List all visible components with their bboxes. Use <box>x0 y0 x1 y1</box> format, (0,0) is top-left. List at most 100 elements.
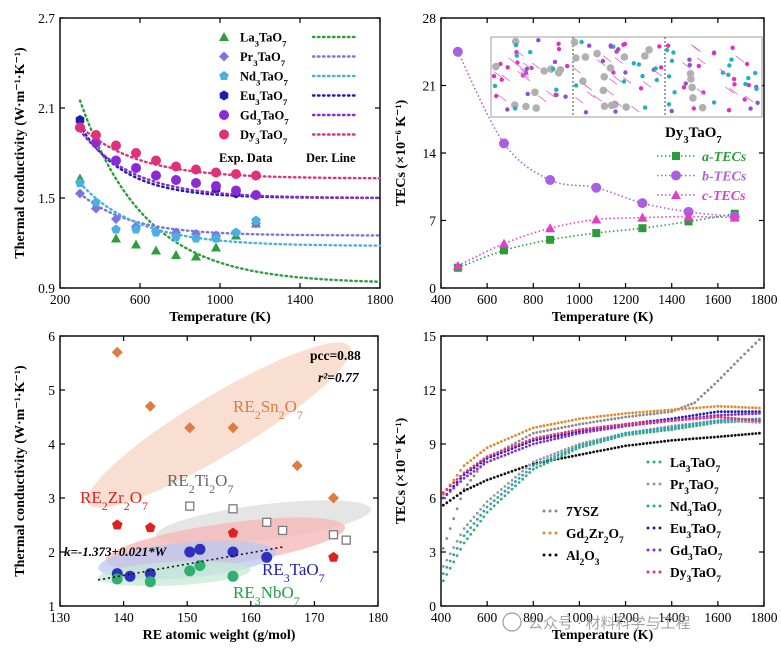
data-point <box>459 469 462 472</box>
data-point <box>641 410 645 414</box>
atom-icon <box>666 102 672 107</box>
data-point <box>524 474 528 478</box>
x-tick-label: 800 <box>523 610 544 625</box>
data-point <box>743 352 746 356</box>
data-point <box>542 462 546 466</box>
data-point <box>712 415 716 419</box>
watermark: 公众号 · 材料科学与工程 <box>502 612 691 632</box>
data-point <box>581 427 585 431</box>
data-point <box>262 517 272 527</box>
y-tick-label: 15 <box>423 329 437 344</box>
data-point <box>498 138 509 149</box>
atom-icon <box>669 108 674 114</box>
data-point <box>131 239 141 249</box>
data-point <box>733 433 737 437</box>
data-point <box>514 441 517 445</box>
data-point <box>111 155 121 166</box>
data-point <box>455 494 459 497</box>
data-point <box>737 433 740 437</box>
y-axis-label: Thermal conductivity (W·m⁻¹·K⁻¹) <box>13 365 28 577</box>
bond-icon <box>574 96 584 104</box>
atom-icon <box>748 106 753 111</box>
data-point <box>570 449 574 453</box>
data-point <box>758 419 761 422</box>
atom-icon <box>600 58 606 64</box>
legend-marker <box>219 32 229 41</box>
data-point <box>567 455 571 459</box>
data-point <box>726 416 730 420</box>
data-point <box>553 455 556 458</box>
data-point <box>496 456 500 460</box>
data-point <box>610 447 613 450</box>
data-point <box>698 413 702 416</box>
atom-icon <box>726 108 732 113</box>
data-point <box>124 570 136 582</box>
data-point <box>560 420 564 424</box>
data-point <box>570 454 574 458</box>
data-point <box>730 416 734 420</box>
data-point <box>514 449 517 453</box>
bond-icon <box>719 68 728 76</box>
data-point <box>592 426 595 430</box>
data-point <box>459 497 462 501</box>
data-point <box>602 437 606 441</box>
data-point <box>631 411 635 415</box>
data-point <box>747 418 751 422</box>
atom-icon <box>691 106 696 111</box>
data-point <box>144 576 156 588</box>
data-point <box>578 453 581 457</box>
legend-marker <box>652 504 656 508</box>
data-point <box>602 418 606 422</box>
data-point <box>698 417 702 420</box>
data-point <box>517 439 521 443</box>
data-point <box>754 406 758 410</box>
data-point <box>733 405 737 409</box>
data-point <box>599 425 603 429</box>
x-tick-label: 130 <box>50 610 71 625</box>
data-point <box>469 459 473 462</box>
data-point <box>730 410 734 413</box>
data-point <box>726 410 730 413</box>
data-point <box>620 416 624 419</box>
atom-icon <box>570 38 579 46</box>
x-tick-label: 200 <box>50 292 71 307</box>
derived-line <box>78 192 382 237</box>
data-point <box>631 431 635 434</box>
data-point <box>445 573 449 576</box>
data-point <box>709 416 713 419</box>
data-point <box>448 499 452 502</box>
data-point <box>528 438 532 442</box>
data-point <box>719 419 723 422</box>
data-point <box>556 427 560 430</box>
data-point <box>472 474 476 478</box>
data-point <box>578 417 581 421</box>
data-point <box>578 431 581 435</box>
data-point <box>695 406 698 410</box>
data-point <box>482 448 486 452</box>
data-point <box>452 478 456 482</box>
data-point <box>645 413 649 416</box>
data-point <box>681 415 684 419</box>
atom-icon <box>606 64 615 72</box>
data-point <box>673 416 677 420</box>
data-point <box>459 533 462 537</box>
data-point <box>503 494 507 498</box>
data-point <box>726 369 730 373</box>
data-point <box>496 496 500 499</box>
data-point <box>475 470 479 473</box>
data-point <box>686 403 690 407</box>
data-point <box>261 551 273 563</box>
data-point <box>549 456 553 460</box>
data-point <box>507 471 510 474</box>
data-point <box>521 477 524 481</box>
atom-icon <box>593 49 601 58</box>
data-point <box>698 406 702 409</box>
data-point <box>171 175 181 185</box>
data-point <box>677 418 681 422</box>
data-point <box>452 486 456 490</box>
data-point <box>581 431 585 434</box>
data-point <box>145 522 156 533</box>
atom-icon <box>513 42 519 48</box>
data-point <box>691 417 695 421</box>
data-point <box>684 217 693 226</box>
